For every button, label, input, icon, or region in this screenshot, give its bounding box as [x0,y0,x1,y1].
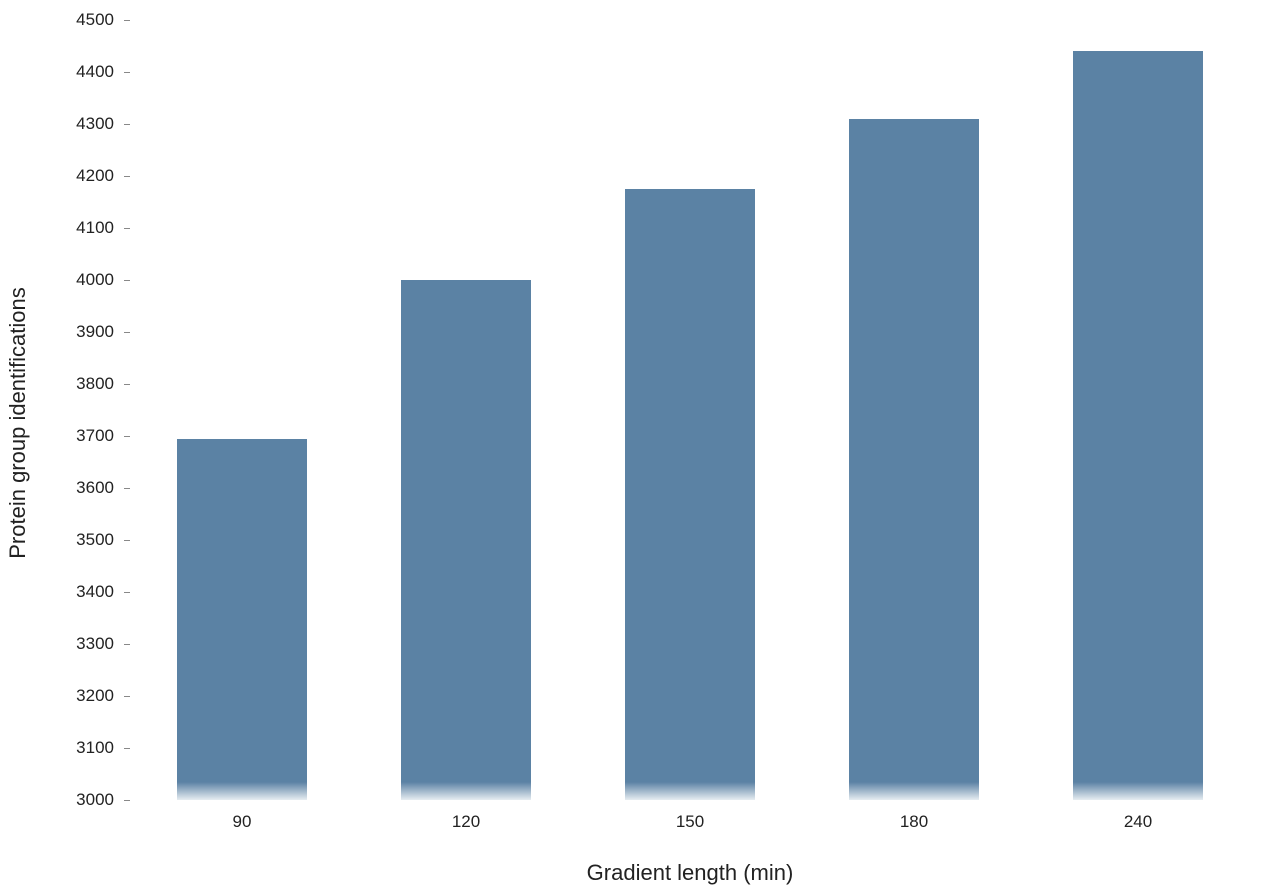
x-tick-label: 120 [452,812,480,832]
bar [177,439,307,800]
y-tick-label: 3300 [0,634,114,654]
y-tick-mark [124,124,130,125]
y-tick-label: 3700 [0,426,114,446]
bar [625,189,755,800]
y-tick-mark [124,592,130,593]
y-tick-label: 3100 [0,738,114,758]
y-tick-label: 4100 [0,218,114,238]
x-axis-label: Gradient length (min) [130,860,1250,886]
bar [1073,51,1203,800]
y-tick-label: 4000 [0,270,114,290]
y-tick-mark [124,488,130,489]
bar-fade [401,782,531,800]
y-tick-mark [124,644,130,645]
bar [401,280,531,800]
x-tick-label: 90 [233,812,252,832]
y-tick-mark [124,20,130,21]
y-tick-label: 3800 [0,374,114,394]
y-tick-mark [124,540,130,541]
y-tick-mark [124,696,130,697]
x-tick-label: 150 [676,812,704,832]
y-tick-label: 3900 [0,322,114,342]
bar-fade [1073,782,1203,800]
y-tick-label: 3000 [0,790,114,810]
y-tick-label: 3400 [0,582,114,602]
bar [849,119,979,800]
y-tick-mark [124,800,130,801]
y-tick-mark [124,748,130,749]
x-tick-label: 180 [900,812,928,832]
plot-area [130,20,1250,800]
bar-fade [849,782,979,800]
y-tick-label: 4500 [0,10,114,30]
y-tick-mark [124,72,130,73]
y-tick-mark [124,384,130,385]
bar-fade [177,782,307,800]
y-tick-label: 3200 [0,686,114,706]
y-tick-mark [124,436,130,437]
y-tick-label: 3600 [0,478,114,498]
y-tick-label: 3500 [0,530,114,550]
bar-fade [625,782,755,800]
y-tick-label: 4400 [0,62,114,82]
x-tick-label: 240 [1124,812,1152,832]
y-tick-mark [124,228,130,229]
y-tick-label: 4200 [0,166,114,186]
y-tick-label: 4300 [0,114,114,134]
y-tick-mark [124,280,130,281]
y-tick-mark [124,176,130,177]
y-tick-mark [124,332,130,333]
chart-container: Protein group identifications Gradient l… [0,0,1280,894]
